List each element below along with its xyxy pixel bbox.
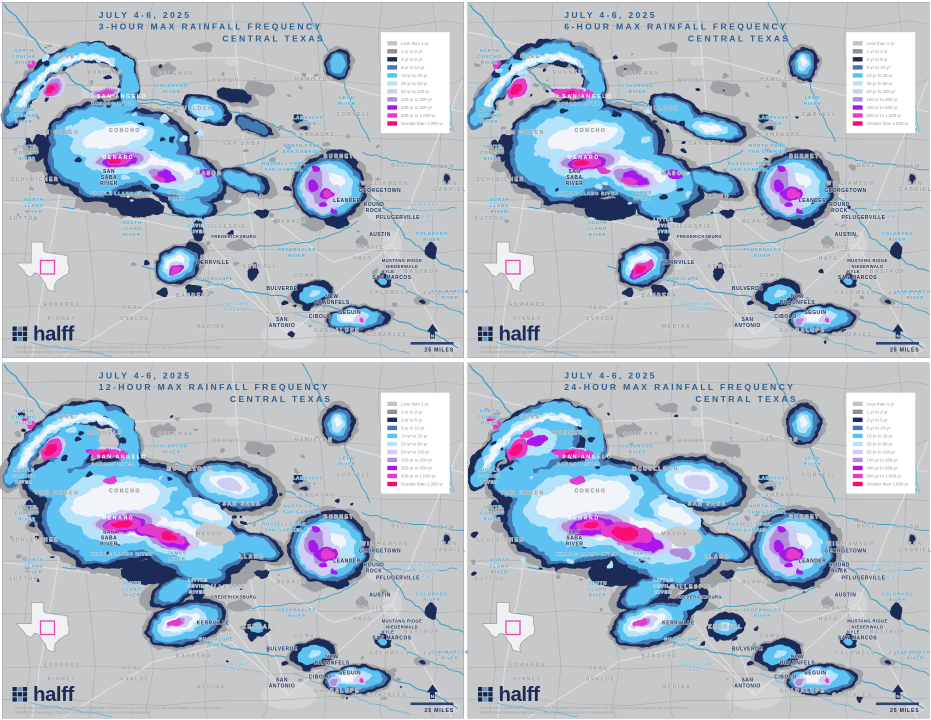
svg-text:3-HOUR MAX RAINFALL FREQUENCY: 3-HOUR MAX RAINFALL FREQUENCY [99,22,323,32]
svg-text:JULY 4-6, 2025: JULY 4-6, 2025 [564,371,657,381]
svg-text:JULY 4-6, 2025: JULY 4-6, 2025 [99,10,192,20]
svg-text:12-HOUR MAX RAINFALL FREQUENCY: 12-HOUR MAX RAINFALL FREQUENCY [99,382,330,392]
svg-text:JULY 4-6, 2025: JULY 4-6, 2025 [99,371,192,381]
svg-text:CENTRAL TEXAS: CENTRAL TEXAS [230,394,333,404]
svg-text:CENTRAL TEXAS: CENTRAL TEXAS [222,34,325,44]
svg-text:6-HOUR MAX RAINFALL FREQUENCY: 6-HOUR MAX RAINFALL FREQUENCY [564,22,788,32]
svg-text:24-HOUR MAX RAINFALL FREQUENCY: 24-HOUR MAX RAINFALL FREQUENCY [564,382,795,392]
svg-text:CENTRAL TEXAS: CENTRAL TEXAS [688,34,791,44]
svg-text:JULY 4-6, 2025: JULY 4-6, 2025 [564,10,657,20]
svg-text:CENTRAL TEXAS: CENTRAL TEXAS [695,394,798,404]
